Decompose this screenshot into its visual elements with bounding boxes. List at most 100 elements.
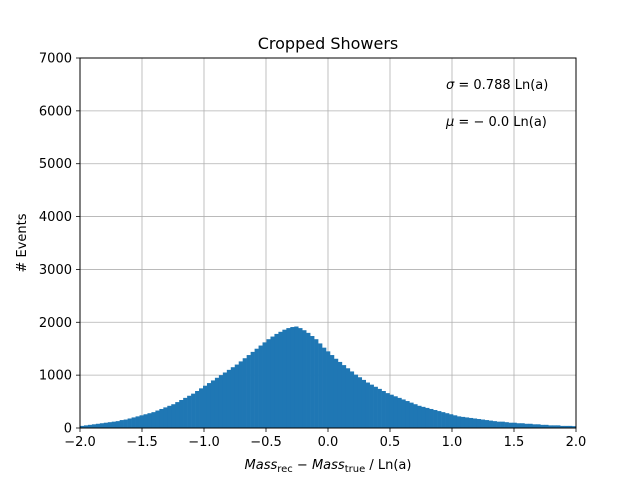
x-tick-label: 0.5 xyxy=(380,435,401,450)
x-label-sub-rec: rec xyxy=(277,464,293,475)
histogram-bar xyxy=(111,421,117,428)
histogram-bar xyxy=(536,424,541,428)
histogram-bar xyxy=(282,329,287,428)
y-tick-label: 0 xyxy=(64,422,72,437)
histogram-bar xyxy=(397,397,402,428)
histogram-bar xyxy=(115,421,120,428)
histogram-bar xyxy=(353,374,359,428)
histogram-bar xyxy=(417,405,422,428)
histogram-bar xyxy=(413,404,418,428)
histogram-bar xyxy=(206,383,212,428)
x-tick-label: 0.0 xyxy=(318,435,339,450)
histogram-bar xyxy=(80,425,85,428)
histogram-bar xyxy=(540,424,545,428)
histogram-bar xyxy=(135,416,140,428)
histogram-bar xyxy=(218,375,224,428)
y-tick-label: 7000 xyxy=(39,52,72,67)
histogram-bar xyxy=(95,423,101,428)
histogram-bar xyxy=(294,326,299,428)
sigma-symbol: σ xyxy=(446,78,455,93)
histogram-bar xyxy=(405,401,410,428)
histogram-bar xyxy=(508,422,513,428)
sigma-annotation: σ = 0.788 Ln(a) xyxy=(446,78,548,93)
histogram-bar xyxy=(99,423,105,428)
histogram-bar xyxy=(159,408,164,428)
histogram-bar xyxy=(195,391,200,428)
histogram-bar xyxy=(191,393,196,428)
histogram-bar xyxy=(548,425,553,428)
mu-annotation: μ = − 0.0 Ln(a) xyxy=(445,115,547,130)
histogram-bar xyxy=(179,399,184,428)
sigma-value: = 0.788 Ln(a) xyxy=(454,78,548,93)
histogram-bar xyxy=(564,425,569,428)
y-tick-label: 6000 xyxy=(39,104,72,119)
x-label-unit: / Ln(a) xyxy=(365,458,411,473)
x-label-mass-true: Mass xyxy=(312,458,345,473)
x-tick-label: −1.5 xyxy=(126,435,158,450)
histogram-bar xyxy=(425,407,430,428)
histogram-bar xyxy=(437,411,442,428)
histogram-bar xyxy=(349,371,355,428)
histogram-bar xyxy=(254,348,259,428)
histogram-bar xyxy=(468,417,474,428)
histogram-bar xyxy=(337,361,343,428)
histogram-bar xyxy=(373,386,378,428)
histogram-bar xyxy=(183,397,188,428)
histogram-bar xyxy=(230,367,236,428)
histogram-bar xyxy=(492,421,497,428)
histogram-bar xyxy=(484,420,490,428)
x-axis-ticks: −2.0 −1.5 −1.0 −0.5 0.0 0.5 1.0 1.5 2.0 xyxy=(64,428,586,450)
histogram-bar xyxy=(345,368,351,428)
histogram-bar xyxy=(488,420,493,428)
histogram-bar xyxy=(532,424,537,428)
histogram-bar xyxy=(143,414,148,428)
histogram-bar xyxy=(520,423,525,428)
histogram-bar xyxy=(91,424,97,428)
histogram-bar xyxy=(214,377,220,428)
histogram-bar xyxy=(163,407,168,428)
histogram-bar xyxy=(544,424,549,428)
histogram-bar xyxy=(103,422,109,428)
histogram-bar xyxy=(318,343,323,428)
x-tick-label: 2.0 xyxy=(566,435,587,450)
histogram-bar xyxy=(341,365,347,428)
histogram-bar xyxy=(500,421,505,428)
histogram-bar xyxy=(381,391,386,428)
histogram-bar xyxy=(361,379,366,428)
x-label-minus: − xyxy=(293,458,312,473)
histogram-bar xyxy=(369,384,374,428)
histogram-bar xyxy=(528,423,533,428)
histogram-bar xyxy=(568,425,573,428)
histogram-bar xyxy=(385,393,390,428)
histogram-bar xyxy=(270,336,275,428)
x-axis-label: Massrec − Masstrue / Ln(a) xyxy=(245,458,412,475)
histogram-bar xyxy=(290,327,295,428)
histogram-bar xyxy=(441,412,446,428)
histogram-bar xyxy=(572,426,577,428)
histogram-bar xyxy=(274,333,279,428)
histogram-bars xyxy=(80,326,577,428)
histogram-bar xyxy=(222,372,228,428)
y-axis-ticks: 0 1000 2000 3000 4000 5000 6000 7000 xyxy=(39,52,80,437)
histogram-bar xyxy=(504,422,509,428)
histogram-bar xyxy=(203,385,208,428)
histogram-bar xyxy=(377,388,382,428)
histogram-bar xyxy=(147,413,152,428)
histogram-bar xyxy=(210,380,216,428)
histogram-bar xyxy=(258,345,263,428)
histogram-bar xyxy=(310,336,315,428)
x-tick-label: −1.0 xyxy=(188,435,220,450)
histogram-bar xyxy=(155,410,160,428)
histogram-bar xyxy=(464,417,470,428)
histogram-bar xyxy=(87,424,93,428)
histogram-bar xyxy=(262,342,267,428)
histogram-bar xyxy=(187,395,192,428)
chart-title: Cropped Showers xyxy=(258,34,399,53)
histogram-bar xyxy=(139,415,144,428)
histogram-bar xyxy=(472,418,478,428)
x-label-sub-true: true xyxy=(345,464,366,475)
y-tick-label: 2000 xyxy=(39,316,72,331)
histogram-bar xyxy=(476,419,482,428)
histogram-bar xyxy=(433,410,438,428)
histogram-bar xyxy=(452,415,458,428)
